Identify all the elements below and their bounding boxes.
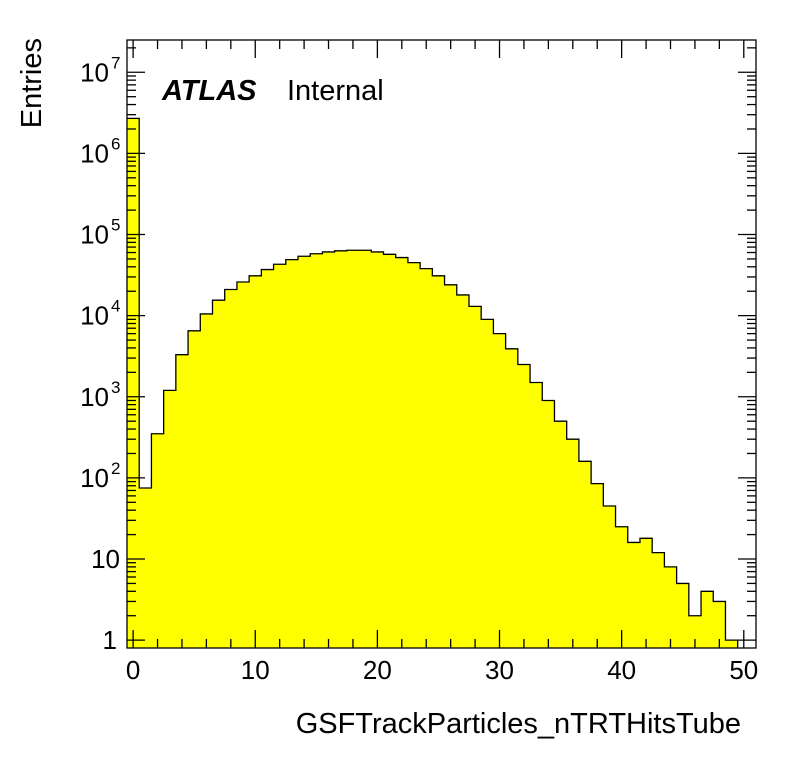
y-tick-label: 10 xyxy=(80,220,109,250)
y-tick-label-exponent: 5 xyxy=(111,216,120,235)
histogram-bar xyxy=(505,348,519,648)
plot-frame xyxy=(126,39,757,649)
histogram-bar xyxy=(615,526,629,648)
histogram-bar xyxy=(725,640,738,648)
y-tick-label: 10 xyxy=(80,301,109,331)
histogram-bar xyxy=(310,253,323,648)
histogram-bar xyxy=(432,275,445,648)
x-tick-labels: 0 10 20 30 40 50 xyxy=(126,655,758,685)
histogram-bar xyxy=(407,262,421,648)
histogram-bar xyxy=(371,251,384,648)
histogram-bar xyxy=(420,268,433,648)
histogram-bar xyxy=(652,552,665,648)
y-axis-ticks xyxy=(127,47,756,641)
y-tick-label: 10 xyxy=(80,57,109,87)
histogram-bar xyxy=(468,306,482,648)
histogram-bar xyxy=(517,364,531,648)
histogram-bar xyxy=(701,591,714,648)
y-tick-label: 10 xyxy=(80,382,109,412)
histogram-bar xyxy=(481,319,494,648)
y-tick-label-exponent: 3 xyxy=(111,378,120,397)
x-axis-title: GSFTrackParticles_nTRTHitsTube xyxy=(296,708,741,740)
histogram-outline xyxy=(127,117,739,648)
x-tick-label: 40 xyxy=(607,655,636,685)
x-tick-label: 0 xyxy=(126,655,140,685)
histogram-bar xyxy=(444,284,458,648)
histogram-bars xyxy=(127,118,738,649)
histogram-bar xyxy=(676,583,690,648)
y-tick-label-exponent: 6 xyxy=(111,134,120,153)
y-tick-label: 10 xyxy=(91,544,120,574)
histogram-bar xyxy=(200,313,213,648)
histogram-bar xyxy=(530,382,543,648)
histogram-bar xyxy=(212,300,226,648)
histogram-bar xyxy=(664,566,677,648)
histogram-bar xyxy=(285,259,299,648)
histogram-bar xyxy=(591,483,604,648)
histogram-bar xyxy=(359,250,372,648)
y-tick-label: 1 xyxy=(103,625,117,655)
histogram-bar xyxy=(688,615,702,648)
histogram-bar xyxy=(322,251,335,648)
y-tick-label-exponent: 4 xyxy=(111,297,120,316)
histogram-bar xyxy=(639,538,653,648)
histogram-bar xyxy=(273,264,287,648)
histogram-bar xyxy=(554,421,567,648)
histogram-bar xyxy=(493,333,506,648)
histogram-bar xyxy=(346,250,360,648)
y-tick-label-exponent: 7 xyxy=(111,53,120,72)
histogram-bar xyxy=(175,354,189,648)
histogram-bar xyxy=(395,257,409,648)
x-axis-ticks xyxy=(132,40,745,648)
atlas-label: ATLAS xyxy=(161,75,257,107)
x-tick-label: 20 xyxy=(363,655,392,685)
histogram-bar xyxy=(713,601,726,648)
internal-label: Internal xyxy=(287,75,384,107)
histogram-bar xyxy=(261,269,274,648)
x-tick-label: 30 xyxy=(485,655,514,685)
y-tick-label-exponent: 2 xyxy=(111,459,120,478)
histogram-bar xyxy=(188,330,201,648)
histogram-bar xyxy=(236,281,250,648)
histogram-bar xyxy=(542,400,555,648)
histogram-bar xyxy=(578,461,592,648)
histogram-bar xyxy=(603,506,616,648)
histogram-bar xyxy=(151,433,164,648)
histogram-bar xyxy=(456,294,470,648)
x-tick-label: 50 xyxy=(729,655,758,685)
y-tick-label: 10 xyxy=(80,138,109,168)
histogram-bar xyxy=(139,488,152,648)
histogram-bar xyxy=(566,439,580,648)
histogram-bar xyxy=(163,390,177,648)
histogram-bar xyxy=(383,254,396,648)
y-axis-title: Entries xyxy=(16,38,48,128)
histogram-bar xyxy=(334,250,348,649)
histogram-bar xyxy=(249,275,262,648)
histogram-bar xyxy=(127,118,140,648)
histogram-bar xyxy=(297,256,311,648)
histogram-bar xyxy=(627,542,641,648)
histogram-bar xyxy=(224,289,238,648)
x-tick-label: 10 xyxy=(241,655,270,685)
y-tick-label: 10 xyxy=(80,463,109,493)
